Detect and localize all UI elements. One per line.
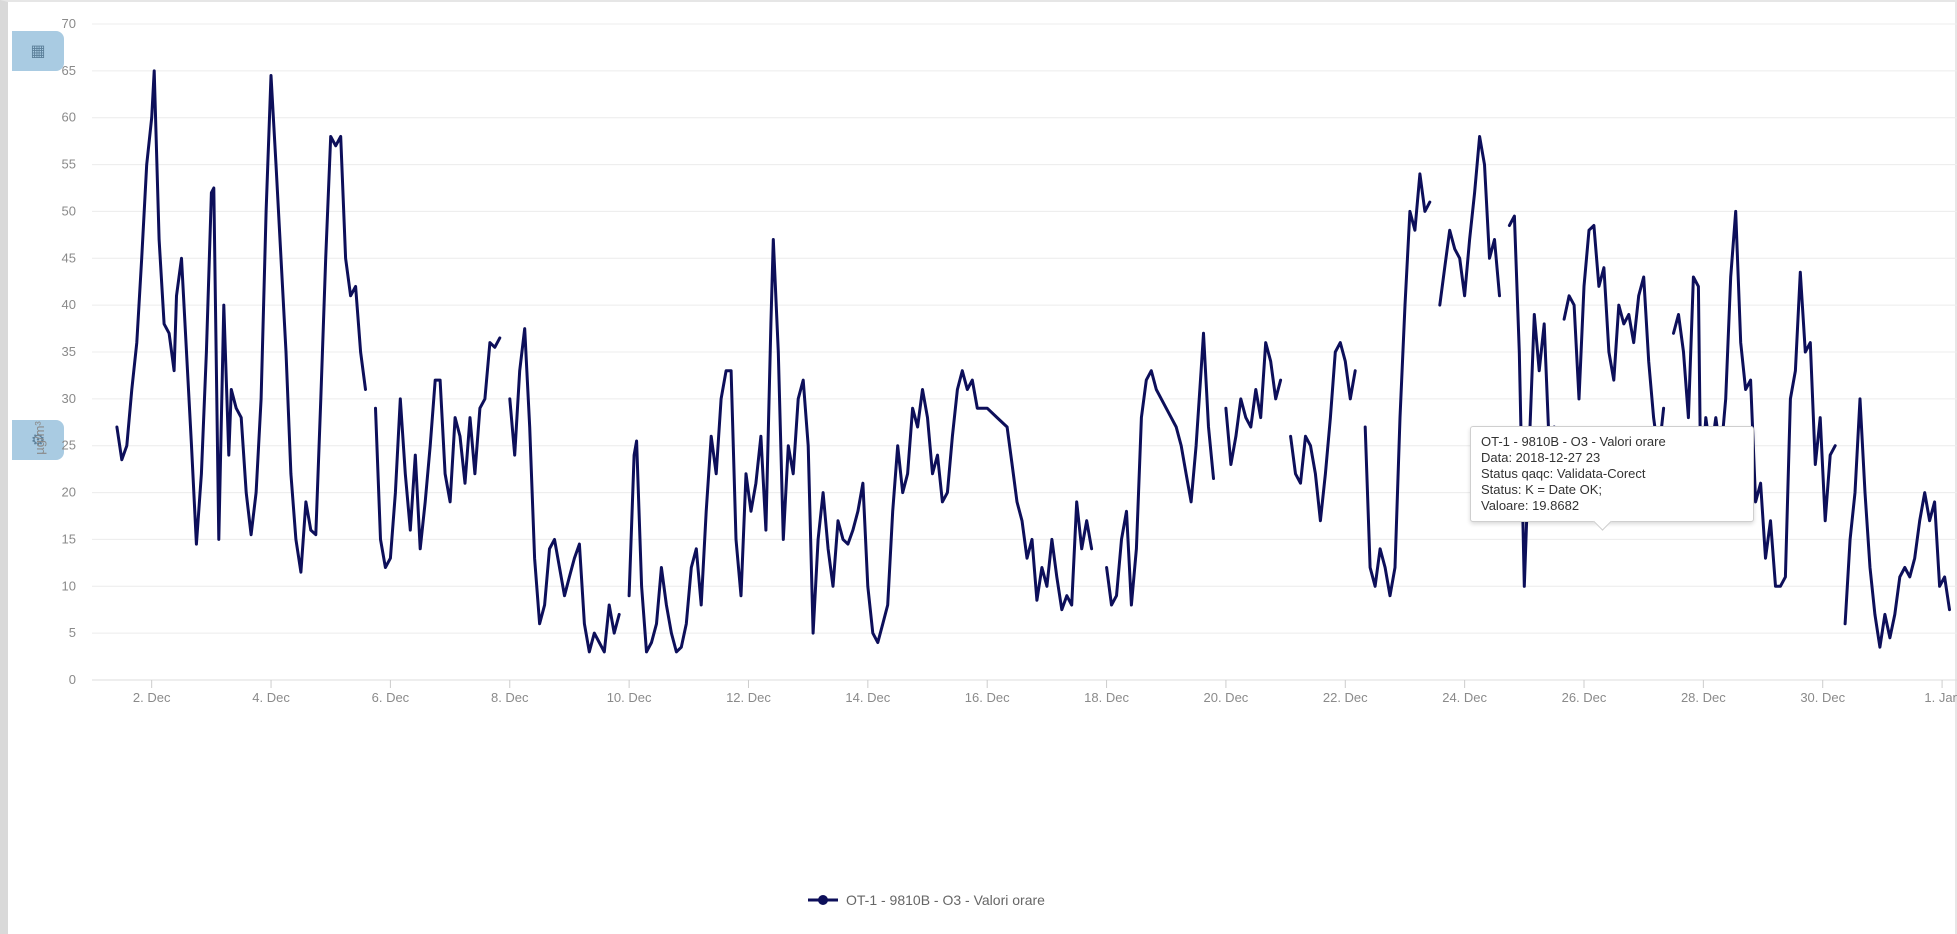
- tooltip-qaqc: Status qaqc: Validata-Corect: [1481, 466, 1646, 481]
- series-line: [115, 69, 1951, 654]
- y-tick-label: 45: [62, 250, 76, 265]
- x-tick-label: 12. Dec: [726, 690, 771, 705]
- tooltip-status: Status: K = Date OK;: [1481, 482, 1603, 497]
- x-tick-label: 8. Dec: [491, 690, 529, 705]
- x-tick-label: 4. Dec: [252, 690, 290, 705]
- tooltip-title: OT-1 - 9810B - O3 - Valori orare: [1481, 434, 1666, 449]
- y-tick-label: 15: [62, 531, 76, 546]
- x-tick-label: 10. Dec: [607, 690, 652, 705]
- tooltip-value: Valoare: 19.8682: [1481, 498, 1580, 513]
- x-tick-label: 22. Dec: [1323, 690, 1368, 705]
- legend-entry[interactable]: OT-1 - 9810B - O3 - Valori orare: [846, 892, 1045, 908]
- y-tick-label: 35: [62, 344, 76, 359]
- side-tab-settings[interactable]: ⚙: [12, 420, 64, 460]
- x-tick-label: 20. Dec: [1204, 690, 1249, 705]
- grid-lines: [92, 23, 1957, 681]
- x-tick-label: 30. Dec: [1800, 690, 1845, 705]
- tooltip: OT-1 - 9810B - O3 - Valori orare Data: 2…: [1470, 426, 1754, 522]
- y-axis-ticks: 0 5 10 15 20 25 30 35 40 45 50 55 60 65 70: [62, 16, 76, 687]
- y-tick-label: 60: [62, 110, 76, 125]
- y-tick-label: 40: [62, 297, 76, 312]
- y-tick-label: 5: [69, 625, 76, 640]
- y-tick-label: 65: [62, 63, 76, 78]
- y-tick-label: 50: [62, 203, 76, 218]
- x-tick-label: 28. Dec: [1681, 690, 1726, 705]
- series-lines: [115, 69, 1951, 654]
- x-tick-label: 16. Dec: [965, 690, 1010, 705]
- x-tick-label: 1. Jan: [1924, 690, 1957, 705]
- x-tick-label: 18. Dec: [1084, 690, 1129, 705]
- x-tick-label: 26. Dec: [1562, 690, 1607, 705]
- side-tab-table[interactable]: ▦: [12, 31, 64, 71]
- table-icon: ▦: [30, 43, 46, 60]
- x-tick-label: 6. Dec: [372, 690, 410, 705]
- legend-dot-symbol: [818, 895, 828, 905]
- legend[interactable]: OT-1 - 9810B - O3 - Valori orare: [808, 892, 1045, 908]
- tooltip-date: Data: 2018-12-27 23: [1481, 450, 1601, 465]
- x-tick-label: 14. Dec: [845, 690, 890, 705]
- x-axis-ticks: 2. Dec 4. Dec 6. Dec 8. Dec 10. Dec 12. Dec 14…: [133, 680, 1957, 705]
- settings-icon: ⚙: [30, 432, 46, 449]
- y-tick-label: 55: [62, 157, 76, 172]
- y-tick-label: 0: [69, 672, 76, 687]
- x-tick-label: 2. Dec: [133, 690, 171, 705]
- y-tick-label: 70: [62, 16, 76, 31]
- x-tick-label: 24. Dec: [1442, 690, 1487, 705]
- y-tick-label: 30: [62, 391, 76, 406]
- y-tick-label: 25: [62, 438, 76, 453]
- y-axis-label: µg/m³: [32, 421, 47, 455]
- y-tick-label: 20: [62, 485, 76, 500]
- y-tick-label: 10: [62, 578, 76, 593]
